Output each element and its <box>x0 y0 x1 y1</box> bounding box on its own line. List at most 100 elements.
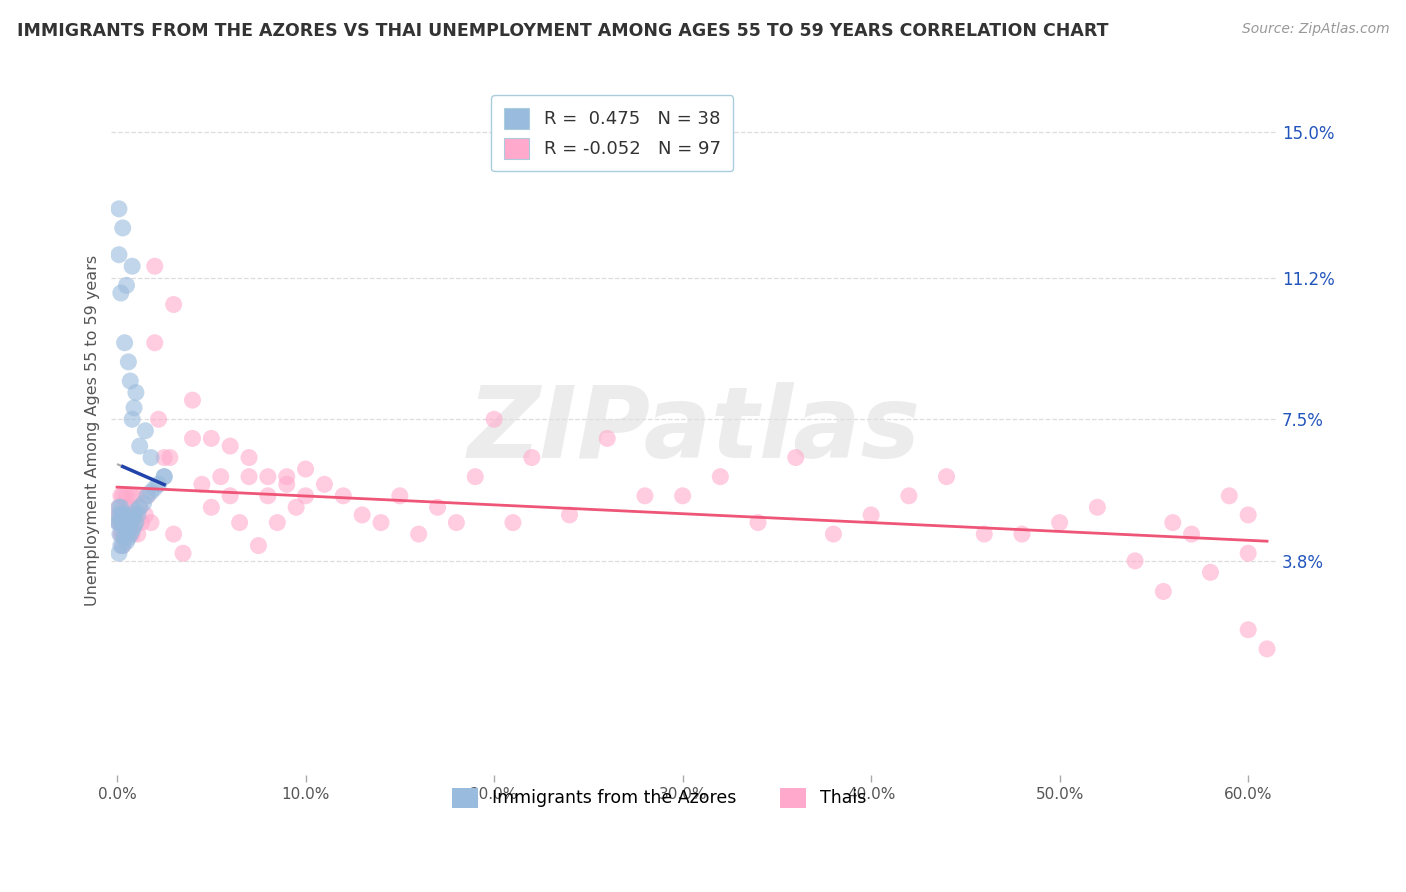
Point <box>120 508 142 522</box>
Point <box>121 489 143 503</box>
Point <box>110 489 132 503</box>
Point <box>143 335 166 350</box>
Point <box>117 355 139 369</box>
Point <box>111 516 134 530</box>
Point <box>108 500 131 515</box>
Point <box>191 477 214 491</box>
Point <box>134 508 156 522</box>
Point <box>162 527 184 541</box>
Point <box>108 546 131 560</box>
Point <box>108 527 131 541</box>
Point <box>125 489 148 503</box>
Point <box>1161 516 1184 530</box>
Point <box>122 401 145 415</box>
Point <box>114 500 136 515</box>
Point <box>115 508 138 522</box>
Point <box>108 248 131 262</box>
Point <box>1011 527 1033 541</box>
Point <box>1237 623 1260 637</box>
Point <box>110 516 132 530</box>
Point <box>502 516 524 530</box>
Point <box>111 221 134 235</box>
Point <box>388 489 411 503</box>
Point <box>139 516 162 530</box>
Point <box>1218 489 1240 503</box>
Point <box>122 519 145 533</box>
Point <box>219 439 242 453</box>
Text: ZIPatlas: ZIPatlas <box>467 383 921 479</box>
Point <box>897 489 920 503</box>
Point <box>294 489 316 503</box>
Point <box>228 516 250 530</box>
Y-axis label: Unemployment Among Ages 55 to 59 years: Unemployment Among Ages 55 to 59 years <box>86 255 100 607</box>
Point <box>426 500 449 515</box>
Point <box>276 469 298 483</box>
Point <box>128 439 150 453</box>
Point <box>860 508 883 522</box>
Point <box>108 500 131 515</box>
Point <box>108 508 131 522</box>
Point <box>120 527 142 541</box>
Point <box>134 424 156 438</box>
Point <box>108 516 131 530</box>
Point <box>110 527 132 541</box>
Point <box>114 531 136 545</box>
Point <box>482 412 505 426</box>
Point <box>1049 516 1071 530</box>
Point <box>238 450 260 465</box>
Point <box>125 504 148 518</box>
Point <box>111 527 134 541</box>
Point <box>257 469 280 483</box>
Point <box>127 508 149 522</box>
Point <box>136 489 159 503</box>
Point <box>148 477 170 491</box>
Point <box>294 462 316 476</box>
Point <box>110 500 132 515</box>
Point <box>114 508 136 522</box>
Point <box>1237 546 1260 560</box>
Point <box>219 489 242 503</box>
Point <box>162 297 184 311</box>
Point <box>120 516 142 530</box>
Point <box>558 508 581 522</box>
Point <box>127 527 149 541</box>
Point <box>114 335 136 350</box>
Point <box>115 278 138 293</box>
Point <box>408 527 430 541</box>
Point <box>159 450 181 465</box>
Point <box>114 516 136 530</box>
Point <box>110 508 132 522</box>
Point <box>1237 508 1260 522</box>
Point <box>111 539 134 553</box>
Point <box>111 508 134 522</box>
Point <box>332 489 354 503</box>
Point <box>128 500 150 515</box>
Point <box>747 516 769 530</box>
Point <box>200 500 222 515</box>
Point <box>121 527 143 541</box>
Point <box>143 481 166 495</box>
Point <box>117 519 139 533</box>
Point <box>111 489 134 503</box>
Point <box>115 512 138 526</box>
Point <box>111 539 134 553</box>
Point <box>200 431 222 445</box>
Point <box>1123 554 1146 568</box>
Point <box>117 500 139 515</box>
Point <box>110 539 132 553</box>
Point <box>117 516 139 530</box>
Point <box>139 485 162 500</box>
Point <box>136 489 159 503</box>
Point <box>209 469 232 483</box>
Point <box>238 469 260 483</box>
Point <box>125 516 148 530</box>
Point <box>266 516 288 530</box>
Point <box>153 450 176 465</box>
Point <box>464 469 486 483</box>
Point <box>148 412 170 426</box>
Point <box>672 489 695 503</box>
Point <box>153 469 176 483</box>
Point <box>446 516 468 530</box>
Point <box>108 202 131 216</box>
Point <box>1256 641 1278 656</box>
